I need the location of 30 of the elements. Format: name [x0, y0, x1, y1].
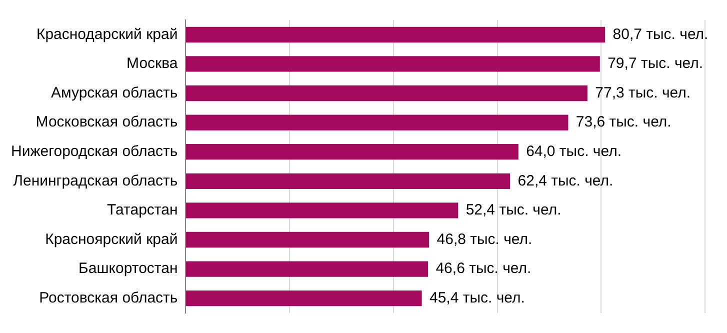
- data-label: 46,6 тыс. чел.: [436, 260, 532, 278]
- bar: [186, 85, 588, 102]
- bar: [186, 261, 428, 277]
- data-label: 52,4 тыс. чел.: [466, 202, 562, 219]
- bar: [186, 26, 606, 42]
- y-tick-label: Московская область: [36, 114, 178, 131]
- data-label: 73,6 тыс. чел.: [576, 114, 672, 131]
- data-label: 62,4 тыс. чел.: [518, 172, 614, 190]
- y-tick-label: Краснодарский край: [36, 26, 178, 43]
- y-tick-label: Москва: [126, 55, 178, 72]
- y-tick-label: Башкортостан: [78, 260, 178, 278]
- data-label: 80,7 тыс. чел.: [612, 26, 708, 43]
- bar: [186, 232, 430, 248]
- data-label: 45,4 тыс. чел.: [429, 289, 525, 306]
- bar: [186, 114, 568, 130]
- data-label: 64,0 тыс. чел.: [526, 142, 622, 160]
- bar: [186, 202, 458, 218]
- bar: [186, 144, 518, 160]
- y-tick-label: Нижегородская область: [10, 142, 178, 160]
- bar: [186, 56, 600, 72]
- data-label: 79,7 тыс. чел.: [608, 55, 704, 72]
- y-tick-label: Татарстан: [107, 202, 178, 219]
- data-label: 77,3 тыс. чел.: [595, 84, 691, 102]
- bar: [186, 173, 510, 189]
- data-label: 46,8 тыс. чел.: [436, 230, 532, 248]
- y-tick-label: Красноярский край: [45, 230, 178, 248]
- bar: [186, 290, 422, 306]
- y-tick-label: Ростовская область: [39, 289, 178, 306]
- y-tick-label: Ленинградская область: [13, 172, 178, 190]
- y-tick-label: Амурская область: [51, 84, 178, 102]
